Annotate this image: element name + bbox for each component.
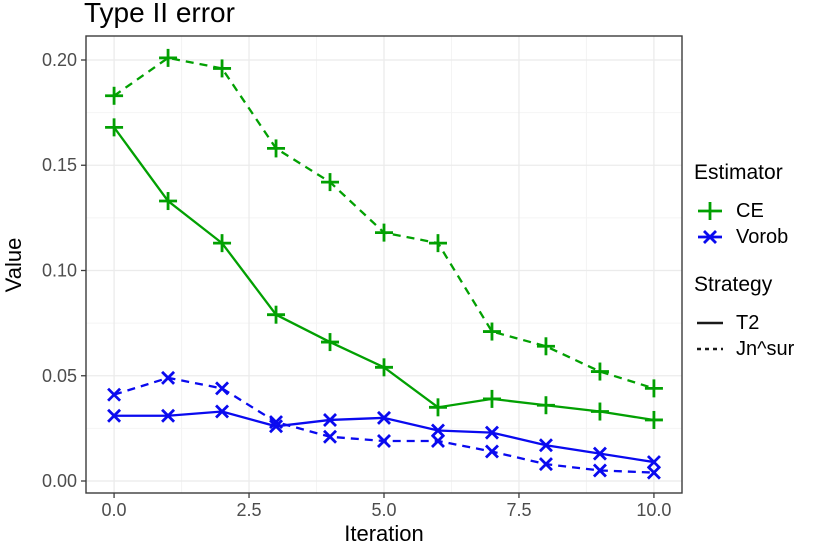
x-tick-label: 0.0: [102, 500, 127, 520]
y-tick-label: 0.20: [42, 50, 77, 70]
plot-title: Type II error: [84, 0, 235, 28]
legend-strategy-items: T2 Jn^sur: [694, 310, 794, 362]
ce-key-icon: [698, 202, 722, 220]
series-ce-jnsur: [105, 48, 663, 398]
x-tick-label: 2.5: [237, 500, 262, 520]
x-tick-label: 10.0: [636, 500, 671, 520]
series-ce-t2: [105, 118, 663, 429]
y-tick-label: 0.10: [42, 260, 77, 280]
legend-estimator-items: CE Vorob: [694, 198, 794, 250]
legend: Estimator CE Vorob Strategy T2 Jn^sur: [694, 160, 794, 384]
x-tick-label: 5.0: [371, 500, 396, 520]
x-tick-label: 7.5: [506, 500, 531, 520]
legend-strategy-title: Strategy: [694, 273, 773, 296]
t2-key-icon: [697, 321, 723, 325]
y-tick-label: 0.05: [42, 366, 77, 386]
legend-item-label: Jn^sur: [736, 337, 795, 360]
legend-item-t2: T2: [694, 310, 794, 336]
legend-item-label: CE: [736, 199, 764, 222]
legend-item-vorob: Vorob: [694, 224, 794, 250]
legend-estimator-title: Estimator: [694, 161, 783, 184]
jnsur-key-icon: [697, 347, 723, 351]
x-axis-label: Iteration: [344, 521, 424, 546]
y-axis-label: Value: [1, 237, 26, 293]
legend-item-jnsur: Jn^sur: [694, 336, 794, 362]
legend-item-label: T2: [736, 311, 760, 334]
series-vorob-t2: [107, 404, 661, 470]
legend-item-label: Vorob: [736, 225, 789, 248]
legend-item-ce: CE: [694, 198, 794, 224]
y-tick-label: 0.00: [42, 471, 77, 491]
y-tick-label: 0.15: [42, 155, 77, 175]
axis-ticks: 0.0 2.5 5.0 7.5 10.0 0.00 0.05 0.10 0.15 0.20: [42, 50, 671, 520]
vorob-key-icon: [698, 230, 722, 244]
